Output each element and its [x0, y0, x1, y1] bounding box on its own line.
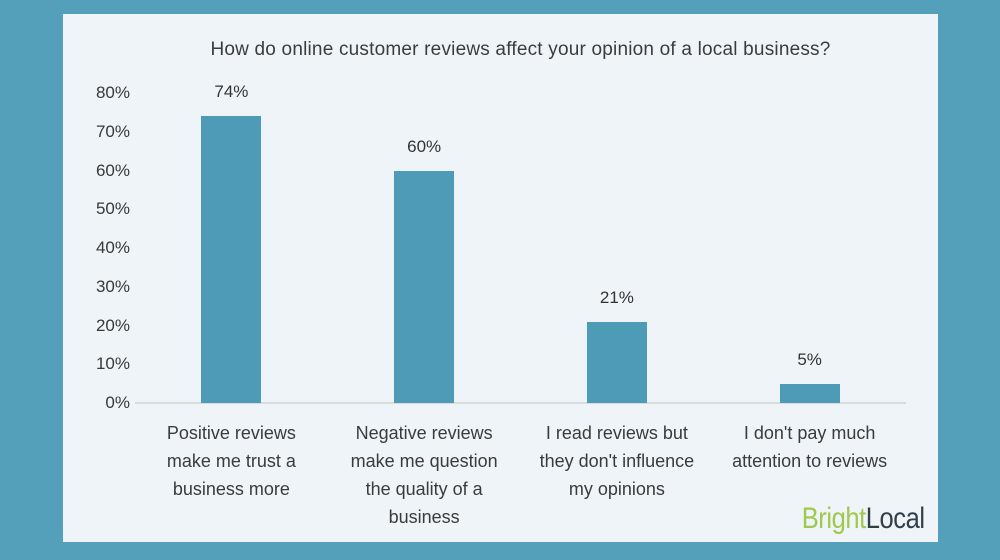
y-tick-label: 60%: [95, 160, 130, 180]
logo-text-bright: Bright: [802, 502, 867, 535]
y-tick-label: 20%: [95, 315, 130, 335]
y-tick-label: 10%: [95, 354, 130, 374]
y-tick-label: 30%: [95, 276, 130, 296]
y-tick-label: 50%: [95, 199, 130, 219]
x-axis-line: [135, 402, 906, 404]
y-tick-label: 80%: [95, 83, 130, 102]
y-tick-label: 0%: [105, 393, 130, 412]
bar-value-label: 5%: [797, 349, 822, 369]
bar-category-label: Negative reviews make me question the qu…: [350, 423, 498, 527]
bar: [779, 383, 840, 403]
bar-category-label: I don't pay much attention to reviews: [732, 423, 888, 471]
y-tick-label: 40%: [95, 238, 130, 257]
logo-text-local: Local: [866, 502, 925, 535]
brightlocal-logo: BrightLocal: [802, 503, 925, 534]
bar-value-label: 21%: [599, 287, 634, 307]
bar-category-label: Positive reviews make me trust a busines…: [166, 423, 296, 499]
bar-value-label: 60%: [407, 136, 442, 156]
plot-area: 0% 10% 20% 30% 40% 50% 60% 70% 80% 74% Positive re…: [63, 14, 938, 542]
bar: [394, 170, 455, 403]
bar: [586, 321, 647, 403]
bar: [201, 116, 262, 403]
bar-category-label: I read reviews but they don't influence …: [539, 423, 695, 499]
chart-card: How do online customer reviews affect yo…: [63, 14, 938, 542]
chart-title: How do online customer reviews affect yo…: [210, 39, 831, 60]
y-tick-label: 70%: [95, 121, 130, 141]
bar-value-label: 74%: [214, 82, 249, 102]
